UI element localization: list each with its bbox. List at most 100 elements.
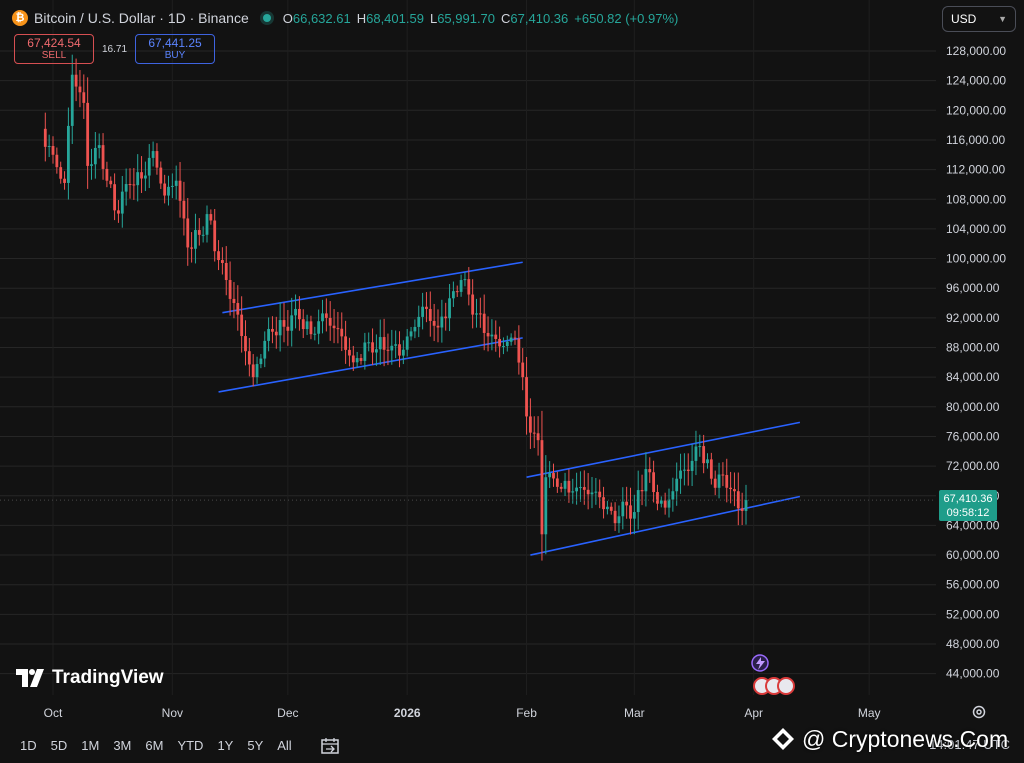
candle-body[interactable] bbox=[417, 316, 421, 327]
candle-body[interactable] bbox=[586, 489, 590, 495]
candle-body[interactable] bbox=[78, 86, 82, 93]
candle-body[interactable] bbox=[120, 191, 124, 214]
candle-body[interactable] bbox=[498, 338, 501, 347]
gear-icon[interactable] bbox=[970, 703, 988, 721]
candle-body[interactable] bbox=[698, 446, 702, 448]
candle-body[interactable] bbox=[359, 358, 363, 361]
candle-body[interactable] bbox=[725, 474, 729, 488]
candle-body[interactable] bbox=[475, 313, 478, 315]
candle-body[interactable] bbox=[455, 291, 459, 293]
candle-body[interactable] bbox=[90, 164, 93, 166]
candle-body[interactable] bbox=[717, 474, 721, 488]
candle-body[interactable] bbox=[394, 344, 398, 346]
channel-trendline[interactable] bbox=[218, 337, 523, 393]
candle-body[interactable] bbox=[636, 490, 640, 513]
candle-body[interactable] bbox=[67, 125, 70, 183]
candle-body[interactable] bbox=[617, 516, 621, 524]
candle-body[interactable] bbox=[671, 491, 675, 500]
date-range-icon[interactable] bbox=[320, 737, 340, 755]
candle-body[interactable] bbox=[221, 260, 224, 263]
candle-body[interactable] bbox=[667, 499, 671, 508]
candle-body[interactable] bbox=[398, 344, 401, 356]
candle-body[interactable] bbox=[82, 92, 86, 103]
candle-body[interactable] bbox=[675, 478, 679, 492]
candle-body[interactable] bbox=[440, 316, 444, 328]
candle-body[interactable] bbox=[686, 469, 690, 471]
timeframe-1y[interactable]: 1Y bbox=[217, 738, 234, 753]
timeframe-1d[interactable]: 1D bbox=[20, 738, 37, 753]
candle-body[interactable] bbox=[382, 337, 386, 350]
candle-body[interactable] bbox=[532, 432, 536, 434]
timeframe-5y[interactable]: 5Y bbox=[247, 738, 264, 753]
candle-body[interactable] bbox=[332, 325, 336, 329]
timeframe-1m[interactable]: 1M bbox=[81, 738, 100, 753]
candle-body[interactable] bbox=[147, 157, 151, 176]
candle-body[interactable] bbox=[371, 342, 374, 353]
candle-body[interactable] bbox=[625, 501, 629, 506]
candle-body[interactable] bbox=[502, 346, 505, 348]
candle-body[interactable] bbox=[170, 185, 174, 187]
candle-body[interactable] bbox=[74, 74, 78, 87]
candle-body[interactable] bbox=[598, 491, 602, 498]
candle-body[interactable] bbox=[197, 230, 201, 235]
candle-body[interactable] bbox=[321, 313, 324, 322]
symbol-title[interactable]: Bitcoin / U.S. Dollar · 1D · Binance bbox=[34, 10, 249, 26]
candle-body[interactable] bbox=[97, 145, 101, 148]
candle-body[interactable] bbox=[644, 469, 648, 492]
candle-body[interactable] bbox=[340, 328, 344, 337]
candle-body[interactable] bbox=[232, 298, 236, 304]
candle-body[interactable] bbox=[163, 183, 167, 196]
candle-body[interactable] bbox=[663, 500, 667, 508]
candle-body[interactable] bbox=[656, 492, 659, 504]
candle-body[interactable] bbox=[59, 167, 63, 179]
candle-body[interactable] bbox=[301, 319, 305, 330]
candle-body[interactable] bbox=[571, 491, 575, 493]
candle-body[interactable] bbox=[467, 279, 471, 295]
candle-body[interactable] bbox=[124, 184, 128, 192]
candle-body[interactable] bbox=[313, 333, 317, 335]
candle-body[interactable] bbox=[317, 321, 321, 334]
candle-body[interactable] bbox=[729, 487, 732, 490]
candle-body[interactable] bbox=[351, 355, 355, 363]
candle-body[interactable] bbox=[659, 500, 663, 504]
candle-body[interactable] bbox=[51, 146, 55, 155]
candle-body[interactable] bbox=[224, 262, 228, 281]
candle-body[interactable] bbox=[679, 470, 682, 479]
candle-body[interactable] bbox=[525, 377, 528, 417]
candle-body[interactable] bbox=[413, 326, 417, 332]
tradingview-logo[interactable]: TradingView bbox=[16, 667, 164, 689]
candle-body[interactable] bbox=[629, 505, 632, 519]
candle-body[interactable] bbox=[529, 416, 532, 433]
candle-body[interactable] bbox=[452, 291, 455, 299]
candle-body[interactable] bbox=[255, 364, 259, 378]
candle-body[interactable] bbox=[201, 234, 205, 236]
candle-body[interactable] bbox=[648, 469, 652, 473]
candle-body[interactable] bbox=[190, 247, 193, 249]
candle-body[interactable] bbox=[606, 506, 609, 510]
candle-body[interactable] bbox=[282, 320, 286, 327]
candle-body[interactable] bbox=[459, 280, 463, 292]
candle-body[interactable] bbox=[709, 459, 713, 479]
candle-body[interactable] bbox=[344, 336, 347, 350]
candle-body[interactable] bbox=[552, 473, 555, 479]
timeframe-ytd[interactable]: YTD bbox=[177, 738, 204, 753]
candle-body[interactable] bbox=[579, 487, 582, 489]
candle-body[interactable] bbox=[609, 506, 613, 511]
candle-body[interactable] bbox=[213, 220, 217, 252]
candle-body[interactable] bbox=[236, 303, 240, 315]
candle-body[interactable] bbox=[640, 490, 644, 492]
candle-body[interactable] bbox=[290, 315, 294, 331]
candle-body[interactable] bbox=[517, 338, 521, 363]
candle-body[interactable] bbox=[128, 184, 132, 186]
utc-clock[interactable]: 14:01:47 UTC bbox=[929, 737, 1010, 752]
candle-body[interactable] bbox=[575, 487, 578, 492]
candle-body[interactable] bbox=[559, 486, 563, 489]
candle-body[interactable] bbox=[694, 446, 698, 461]
candle-body[interactable] bbox=[421, 306, 424, 317]
candle-body[interactable] bbox=[43, 128, 47, 147]
candle-body[interactable] bbox=[378, 337, 382, 350]
candle-body[interactable] bbox=[182, 200, 186, 219]
candle-body[interactable] bbox=[590, 492, 594, 495]
candle-body[interactable] bbox=[348, 349, 351, 356]
